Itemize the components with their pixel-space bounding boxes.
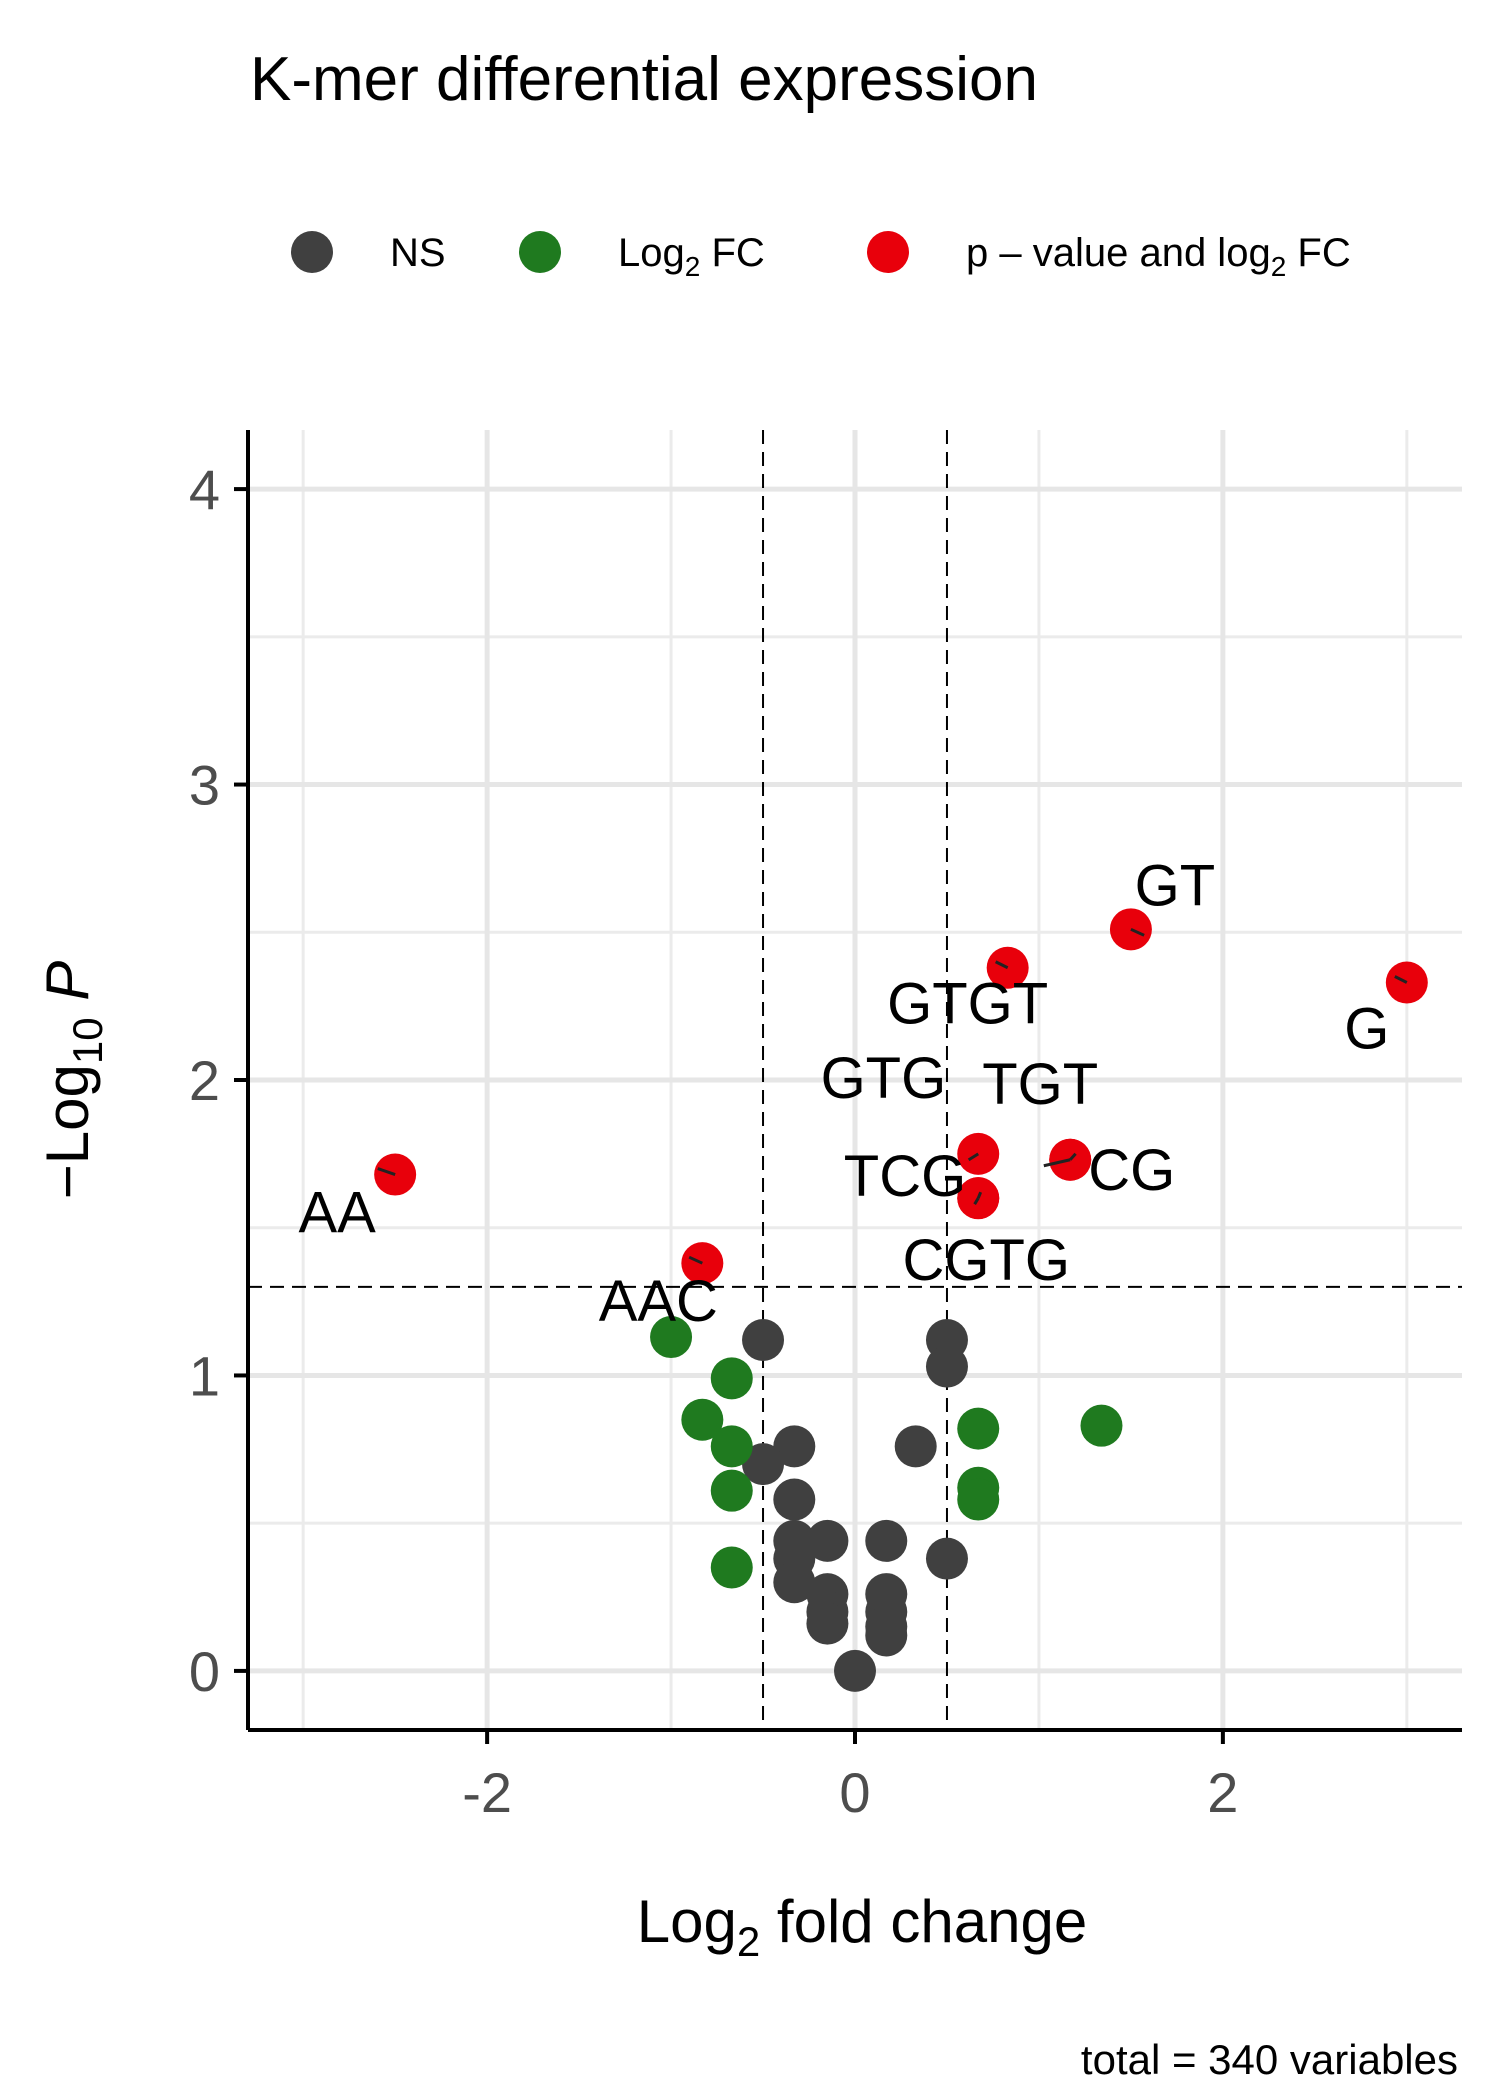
legend-key-fc (519, 231, 561, 273)
grid-layer (248, 430, 1462, 1730)
ns-point (894, 1425, 937, 1468)
legend-key-ns (291, 231, 333, 273)
ns-point (865, 1519, 908, 1562)
ns-point (773, 1425, 816, 1468)
label-connector (994, 960, 1009, 970)
x-tick-label: 0 (839, 1761, 870, 1824)
log2fc-point (710, 1357, 753, 1400)
label-connector (976, 1191, 983, 1199)
y-tick-label: 0 (189, 1640, 220, 1703)
label-connector (377, 1167, 396, 1176)
y-axis-title-minus: −Log (34, 1064, 101, 1199)
point-label-gt: GT (1135, 853, 1216, 918)
caption: total = 340 variables (1081, 2036, 1458, 2083)
point-label-tcg: TCG (844, 1144, 966, 1209)
label-connector (688, 1255, 703, 1265)
point-label-aac: AAC (599, 1269, 718, 1334)
y-axis-title-p: P (34, 961, 101, 1018)
cutoff-lines (248, 430, 1462, 1730)
y-tick-label: 2 (189, 1049, 220, 1112)
log2fc-point (710, 1469, 753, 1512)
legend: NS Log2 FC p – value and log2 FC (291, 231, 1351, 282)
point-label-gtgt: GTGT (887, 972, 1048, 1037)
label-connector (1130, 927, 1145, 937)
ns-point (806, 1602, 849, 1645)
label-connector (967, 1152, 980, 1162)
chart-title: K-mer differential expression (250, 45, 1038, 114)
log2fc-point (710, 1546, 753, 1589)
ns-point (925, 1345, 968, 1388)
log2fc-point (710, 1425, 753, 1468)
label-connector (1043, 1158, 1071, 1168)
legend-label-ns: NS (390, 231, 446, 275)
ns-point (773, 1478, 816, 1521)
point-label-g: G (1344, 997, 1389, 1062)
x-axis-title-rest: fold change (760, 1888, 1087, 1955)
x-axis-title: Log2 fold change (637, 1888, 1087, 1965)
label-connector (1069, 1152, 1077, 1161)
log2fc-point (957, 1478, 1000, 1521)
log2fc-point (650, 1316, 693, 1359)
x-axis-title-log: Log (637, 1888, 737, 1955)
ns-point (834, 1649, 876, 1692)
legend-key-both (867, 231, 909, 273)
y-tick-label: 3 (189, 754, 220, 817)
ns-point (773, 1561, 816, 1604)
x-axis-title-sub: 2 (737, 1918, 760, 1965)
point-label-aa: AA (298, 1181, 376, 1246)
label-connector (1394, 975, 1408, 984)
point-label-cg: CG (1088, 1138, 1175, 1203)
point-label-gtg: GTG (821, 1046, 947, 1111)
y-axis-title: −Log10 P (34, 961, 111, 1200)
data-points (374, 908, 1428, 1692)
point-label-cgtg: CGTG (902, 1228, 1070, 1293)
x-tick-label: 2 (1207, 1761, 1238, 1824)
log2fc-point (957, 1407, 1000, 1450)
legend-label-fc: Log2 FC (618, 231, 765, 282)
ns-point (742, 1443, 785, 1486)
ns-point (742, 1319, 785, 1361)
y-tick-label: 1 (189, 1344, 220, 1407)
y-axis-title-sub: 10 (64, 1017, 111, 1064)
legend-label-both: p – value and log2 FC (966, 231, 1351, 282)
point-label-tgt: TGT (982, 1052, 1098, 1117)
ns-point (865, 1614, 908, 1657)
axes: -2 0 2 0 1 2 3 4 (189, 430, 1462, 1824)
log2fc-point (1080, 1404, 1123, 1447)
ns-point (925, 1537, 968, 1580)
y-tick-label: 4 (189, 458, 220, 521)
ns-point (806, 1519, 849, 1562)
x-tick-label: -2 (462, 1761, 512, 1824)
label-connector (973, 1197, 980, 1205)
log2fc-point (681, 1398, 724, 1441)
